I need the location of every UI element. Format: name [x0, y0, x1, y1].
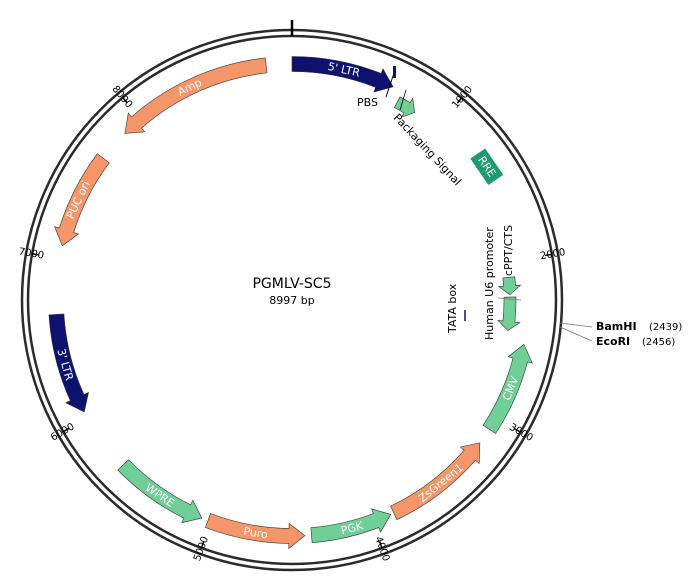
site-ecori-name: EcoRI [596, 335, 630, 348]
feature-zsgreen1 [390, 442, 481, 521]
feature-3-ltr [48, 313, 89, 413]
tick-label-7000: 7000 [18, 246, 45, 261]
cppt-cts-label: cPPT/CTS [502, 225, 515, 276]
feature-wpre [117, 459, 203, 524]
tick-5000 [201, 541, 205, 548]
tick-2000 [544, 253, 552, 257]
packaging-signal-label: Packaging Signal [391, 111, 464, 188]
feature-amp [124, 57, 268, 134]
plasmid-name: PGMLV-SC5 [252, 276, 331, 292]
feature-5-ltr [291, 56, 394, 93]
pbs-label: PBS [357, 96, 378, 109]
feature-label-puc-ori: PUC ori [64, 179, 93, 221]
site-bamhi-pos: (2439) [649, 322, 682, 333]
tata-box-label: TATA box [446, 283, 459, 334]
bamhi-leader [559, 322, 593, 328]
feature-cmv [482, 343, 533, 434]
ecori-leader [559, 326, 593, 342]
plasmid-size: 8997 bp [269, 294, 314, 307]
feature-label-puro: Puro [243, 525, 269, 542]
feature-puc-ori [54, 153, 110, 247]
small-feature-packaging-signal [393, 96, 416, 118]
tick-1000 [456, 98, 462, 104]
tick-6000 [63, 427, 70, 432]
feature-pgk [310, 508, 392, 543]
site-bamhi-name: BamHI [596, 320, 637, 333]
restriction-sites: BamHI (2439) EcoRI (2456) [559, 320, 682, 348]
tick-label-5000: 5000 [192, 535, 211, 563]
u6-leader [497, 297, 522, 301]
tick-label-2000: 2000 [539, 247, 566, 262]
tick-4000 [378, 541, 383, 548]
human-u6-promoter-label: Human U6 promoter [483, 227, 496, 340]
feature-label-pgk: PGK [340, 519, 366, 537]
feature-puro [204, 513, 306, 550]
tick-3000 [514, 428, 521, 433]
tick-7000 [32, 253, 40, 256]
site-ecori-pos: (2456) [642, 337, 675, 348]
small-feature-human-u6-promoter [497, 296, 521, 331]
small-feature-arrows [393, 96, 522, 331]
packaging-leader [399, 89, 407, 111]
feature-rre [470, 148, 504, 186]
pbs-marker [393, 66, 396, 78]
feature-label-zsgreen1: ZsGreen1 [416, 461, 466, 505]
tick-8000 [122, 97, 128, 104]
tick-label-4000: 4000 [372, 535, 391, 563]
small-feature-cppt-cts [497, 276, 522, 296]
